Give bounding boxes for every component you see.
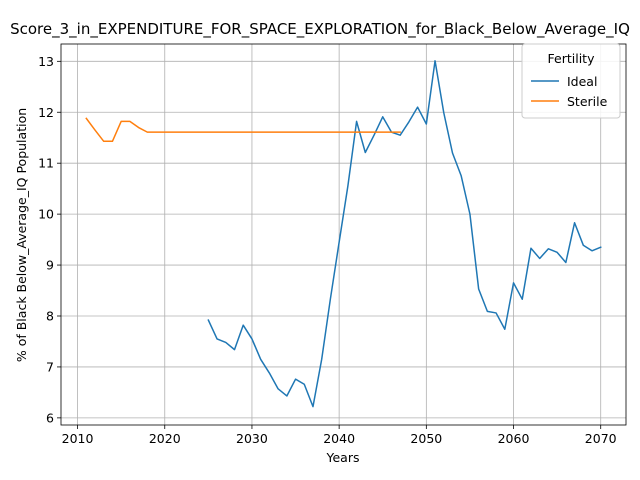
y-tick-label: 12 xyxy=(38,105,54,120)
legend-title: Fertility xyxy=(548,51,596,66)
y-tick-label: 11 xyxy=(38,156,54,171)
x-tick-label: 2040 xyxy=(323,431,355,446)
legend-label-sterile: Sterile xyxy=(567,94,608,109)
x-tick-label: 2050 xyxy=(410,431,442,446)
y-tick-label: 10 xyxy=(38,207,54,222)
y-tick-label: 9 xyxy=(46,258,54,273)
legend: Fertility Ideal Sterile xyxy=(522,44,620,118)
y-tick-label: 8 xyxy=(46,308,54,323)
x-axis-label: Years xyxy=(326,450,360,465)
x-tick-label: 2070 xyxy=(585,431,617,446)
x-tick-label: 2010 xyxy=(62,431,94,446)
legend-label-ideal: Ideal xyxy=(567,74,597,89)
x-tick-label: 2030 xyxy=(236,431,268,446)
y-axis-label: % of Black Below_Average_IQ Population xyxy=(14,108,29,362)
y-tick-label: 6 xyxy=(46,410,54,425)
y-tick-label: 7 xyxy=(46,359,54,374)
chart-title: Score_3_in_EXPENDITURE_FOR_SPACE_EXPLORA… xyxy=(10,20,630,39)
x-tick-label: 2020 xyxy=(149,431,181,446)
x-tick-label: 2060 xyxy=(498,431,530,446)
y-tick-label: 13 xyxy=(38,54,54,69)
